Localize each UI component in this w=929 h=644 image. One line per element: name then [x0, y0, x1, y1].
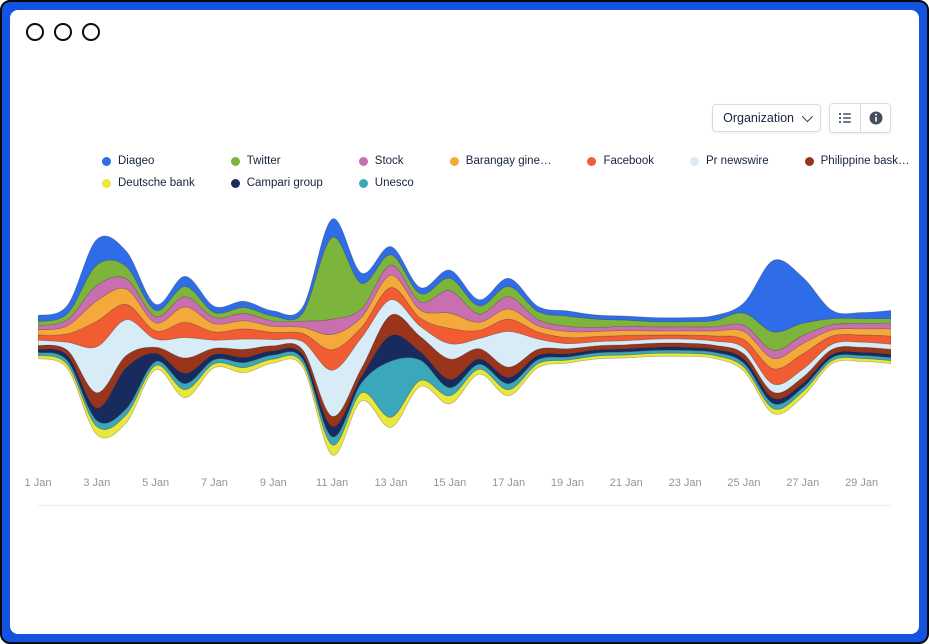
legend-item-unesco[interactable]: Unesco [358, 177, 414, 189]
legend-dot [689, 156, 699, 166]
axis-label: 21 Jan [609, 477, 643, 489]
legend-dot [230, 156, 240, 166]
legend-item-facebook[interactable]: Facebook [587, 155, 654, 167]
window-controls [26, 23, 100, 41]
toolbar-icon-group [829, 103, 891, 133]
info-icon [869, 111, 882, 125]
legend-dot [102, 156, 111, 166]
axis-label: 3 Jan [83, 477, 111, 489]
window-minimize-button[interactable] [54, 23, 72, 41]
legend-label: Deutsche bank [118, 177, 195, 189]
axis-label: 23 Jan [668, 477, 702, 489]
legend-dot [587, 156, 597, 166]
legend-item-pr-newswire[interactable]: Pr newswire [689, 155, 769, 167]
axis-label: 19 Jan [550, 477, 584, 489]
legend-label: Diageo [118, 155, 155, 167]
axis-label: 11 Jan [316, 477, 349, 489]
legend-dot [358, 156, 368, 166]
legend-label: Campari group [246, 177, 323, 189]
legend-dot [102, 178, 111, 188]
chevron-down-icon [801, 110, 814, 123]
organization-dropdown-label: Organization [723, 111, 794, 125]
chart-panel: Organization [10, 103, 919, 506]
axis-label: 5 Jan [142, 477, 170, 489]
legend-item-campari-group[interactable]: Campari group [230, 177, 323, 189]
chart-toolbar: Organization [38, 103, 891, 133]
legend-item-barangay-gine[interactable]: Barangay gine… [449, 155, 552, 167]
legend-label: Twitter [246, 155, 281, 167]
axis-label: 1 Jan [24, 477, 52, 489]
legend-dot [449, 156, 459, 166]
info-button[interactable] [860, 104, 890, 132]
legend-label: Unesco [374, 177, 414, 189]
axis-label: 9 Jan [259, 477, 287, 489]
legend-label: Pr newswire [705, 155, 769, 167]
axis-label: 17 Jan [492, 477, 526, 489]
browser-window: Organization [10, 10, 919, 634]
legend-item-stock[interactable]: Stock [358, 155, 414, 167]
legend-item-twitter[interactable]: Twitter [230, 155, 323, 167]
legend-item-philippine-bask[interactable]: Philippine bask… [804, 155, 910, 167]
legend-label: Stock [374, 155, 404, 167]
stream-band-diageo[interactable] [38, 218, 891, 333]
window-titlebar [10, 10, 919, 51]
axis-label: 15 Jan [433, 477, 467, 489]
legend-label: Facebook [603, 155, 654, 167]
list-view-button[interactable] [830, 104, 860, 132]
organization-dropdown[interactable]: Organization [712, 104, 821, 132]
axis-label: 7 Jan [201, 477, 228, 489]
axis-label: 29 Jan [845, 477, 879, 489]
axis-label: 27 Jan [786, 477, 820, 489]
legend-dot [358, 178, 368, 188]
legend-label: Philippine bask… [820, 155, 910, 167]
chart-area [38, 207, 891, 467]
chart-legend: Diageo Twitter Stock Barangay gine… Facebook… [102, 155, 909, 189]
window-close-button[interactable] [26, 23, 44, 41]
legend-dot [230, 178, 240, 188]
legend-item-deutsche-bank[interactable]: Deutsche bank [102, 177, 195, 189]
legend-label: Barangay gine… [465, 155, 552, 167]
legend-item-diageo[interactable]: Diageo [102, 155, 195, 167]
axis-label: 25 Jan [727, 477, 761, 489]
x-axis: 1 Jan 3 Jan 5 Jan 7 Jan 9 Jan 11 Jan 13 Jan 15 … [25, 477, 891, 493]
window-zoom-button[interactable] [82, 23, 100, 41]
streamgraph [38, 218, 891, 456]
legend-dot [804, 156, 814, 166]
axis-label: 13 Jan [374, 477, 408, 489]
axis-divider [38, 505, 891, 506]
list-icon [838, 112, 851, 124]
